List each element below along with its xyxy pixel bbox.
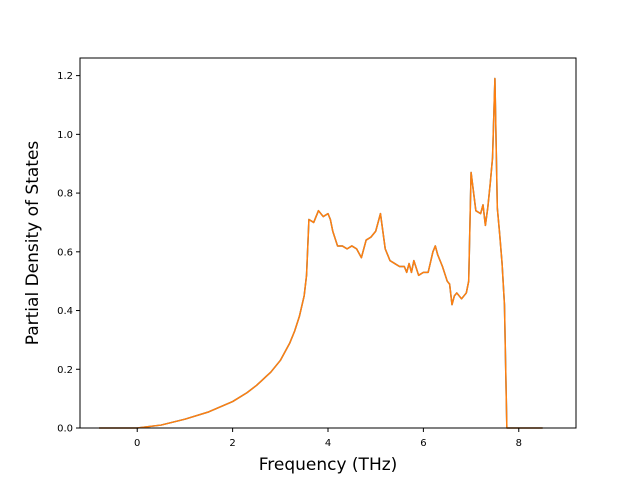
y-tick-label: 1.2	[57, 71, 73, 82]
y-tick-label: 0.2	[57, 365, 73, 376]
x-tick-label: 6	[420, 438, 426, 449]
x-tick-label: 0	[134, 438, 140, 449]
x-tick-label: 8	[516, 438, 522, 449]
x-tick-label: 2	[229, 438, 235, 449]
x-axis-label: Frequency (THz)	[259, 455, 398, 475]
y-axis-label: Partial Density of States	[23, 141, 43, 346]
y-tick-label: 0.0	[57, 424, 73, 435]
y-tick-label: 1.0	[57, 130, 73, 141]
x-ticks: 0 2 4 6 8	[134, 428, 522, 449]
series-line-2	[99, 77, 543, 429]
y-tick-label: 0.8	[57, 189, 73, 200]
plot-frame	[79, 57, 577, 429]
series-layer	[99, 77, 543, 429]
y-tick-label: 0.6	[57, 247, 73, 258]
y-tick-label: 0.4	[57, 306, 73, 317]
x-tick-label: 4	[325, 438, 331, 449]
y-ticks: 0.0 0.2 0.4 0.6 0.8 1.0 1.2	[57, 71, 80, 435]
